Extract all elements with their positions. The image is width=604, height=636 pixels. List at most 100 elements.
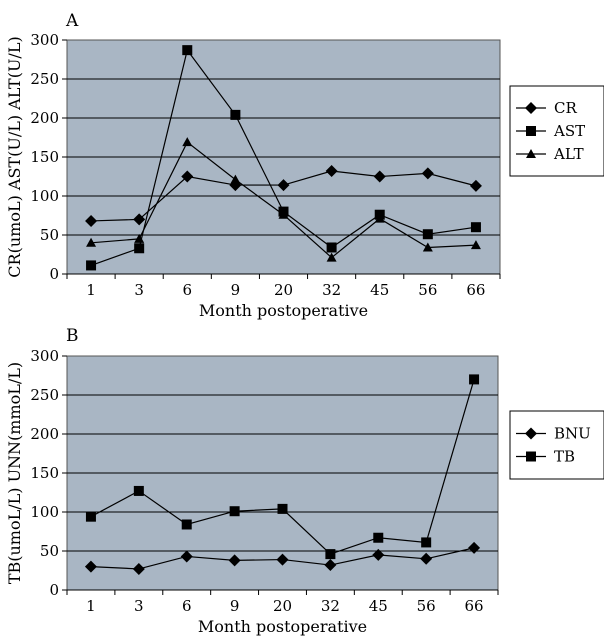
series-bnu (84, 541, 481, 575)
data-point (278, 209, 289, 219)
y-tick-label: 100 (30, 187, 59, 205)
series-tb (85, 374, 480, 560)
data-point (230, 174, 241, 184)
data-point (134, 243, 145, 254)
y-tick-label: 300 (30, 31, 59, 49)
data-point (421, 537, 432, 548)
x-tick-label: 20 (273, 597, 292, 615)
x-axis-title: Month postoperative (198, 617, 367, 636)
y-tick-label: 200 (30, 109, 59, 127)
data-point (325, 549, 336, 560)
x-tick-label: 56 (418, 281, 437, 299)
data-point (133, 213, 146, 226)
y-axis-title: CR(umoL) AST(U/L) ALT(U/L) (5, 36, 24, 277)
data-point (85, 511, 96, 522)
data-point (180, 550, 193, 563)
panel-label: A (65, 11, 79, 31)
y-tick-label: 300 (30, 347, 59, 365)
legend-label: AST (553, 122, 585, 140)
data-point (468, 541, 481, 554)
y-tick-label: 150 (30, 148, 59, 166)
data-point (422, 229, 433, 240)
data-point (420, 552, 433, 565)
data-point (470, 222, 481, 233)
data-point (181, 170, 194, 183)
data-point (86, 237, 97, 247)
series-cr (85, 165, 482, 227)
y-tick-label: 200 (30, 425, 59, 443)
legend-box (509, 410, 604, 480)
y-tick-label: 150 (30, 464, 59, 482)
y-axis-title: TB(umoL/L) UNN(mmoL/L) (5, 362, 24, 584)
legend-label: TB (554, 448, 575, 466)
data-point (422, 242, 433, 252)
legend-marker (525, 427, 537, 440)
x-tick-label: 56 (417, 597, 436, 615)
y-tick-label: 0 (49, 581, 59, 599)
data-point (133, 485, 144, 496)
data-point (325, 165, 338, 178)
y-tick-label: 250 (30, 70, 59, 88)
data-point (326, 242, 337, 253)
x-tick-label: 45 (369, 597, 388, 615)
data-point (86, 260, 97, 271)
legend-label: CR (554, 99, 577, 117)
data-point (228, 554, 241, 567)
panel-b: B 0 50 100 150 200 250 300 1 3 6 9 20 32 45 56 66 Month p… (5, 326, 604, 636)
y-tick-label: 50 (40, 226, 59, 244)
data-point (229, 506, 240, 517)
legend-marker (526, 451, 536, 462)
legend: CR AST ALT (509, 85, 604, 177)
legend-marker (526, 126, 536, 136)
data-point (469, 179, 482, 192)
x-tick-label: 66 (465, 597, 484, 615)
x-tick-label: 3 (134, 281, 144, 299)
data-point (470, 240, 481, 250)
x-tick-label: 45 (370, 281, 389, 299)
data-point (277, 503, 288, 514)
data-point (182, 45, 193, 56)
x-tick-label: 6 (182, 597, 192, 615)
data-point (373, 532, 384, 543)
legend-marker (526, 149, 536, 158)
x-tick-label: 9 (231, 281, 241, 299)
data-point (324, 559, 337, 572)
data-point (230, 109, 241, 120)
data-point (132, 562, 145, 575)
data-point (85, 214, 98, 227)
x-tick-label: 1 (86, 281, 96, 299)
x-tick-label: 1 (86, 597, 96, 615)
data-point (372, 548, 385, 561)
y-tick-label: 100 (30, 503, 59, 521)
series-alt (86, 137, 481, 262)
y-tick-label: 50 (40, 542, 59, 560)
legend-label: BNU (554, 425, 591, 443)
x-tick-label: 32 (322, 281, 341, 299)
panel-label: B (66, 326, 79, 346)
x-axis-title: Month postoperative (199, 301, 368, 320)
data-point (84, 560, 97, 573)
data-point (182, 137, 193, 147)
legend-label: ALT (553, 145, 584, 163)
y-tick-label: 250 (30, 386, 59, 404)
x-tick-label: 66 (466, 281, 485, 299)
legend: BNU TB (509, 410, 604, 480)
panel-a: A 0 50 100 150 200 250 300 1 3 6 9 20 32 45 56 66 Month p… (5, 11, 604, 320)
legend-marker (525, 102, 537, 114)
data-point (134, 233, 145, 243)
x-tick-label: 20 (274, 281, 293, 299)
data-point (181, 519, 192, 530)
data-point (469, 374, 480, 385)
y-tick-label: 0 (49, 265, 59, 283)
data-point (421, 167, 434, 180)
data-point (326, 252, 337, 262)
data-point (373, 170, 386, 183)
data-point (374, 213, 385, 223)
x-tick-label: 3 (134, 597, 144, 615)
x-tick-label: 9 (230, 597, 240, 615)
x-tick-label: 6 (183, 281, 193, 299)
data-point (277, 179, 290, 192)
data-point (276, 553, 289, 566)
x-tick-label: 32 (321, 597, 340, 615)
